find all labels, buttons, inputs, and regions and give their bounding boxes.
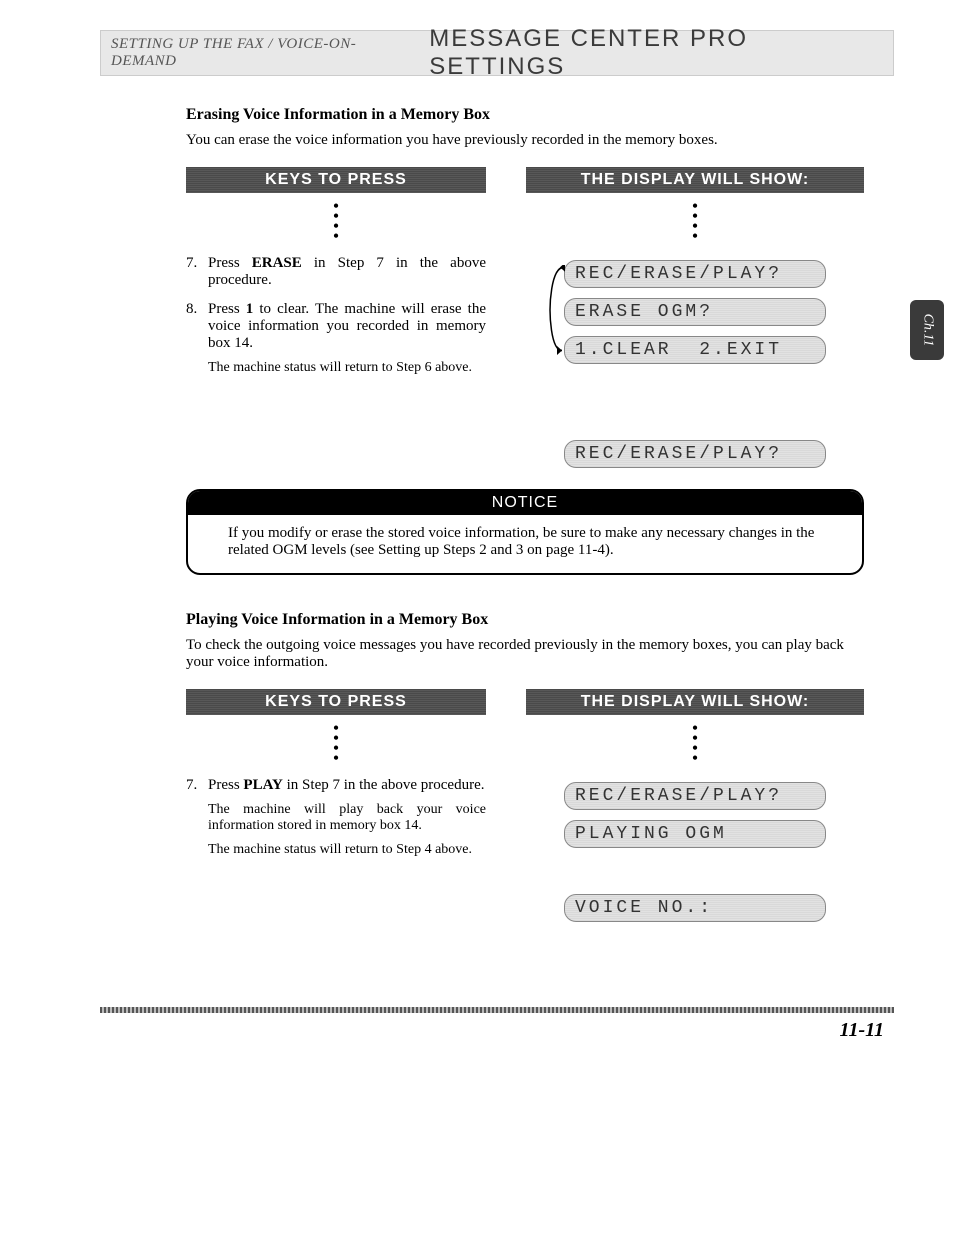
lcd-display: PLAYING OGM — [564, 820, 826, 848]
keys-header: KEYS TO PRESS — [186, 167, 486, 193]
play-step-7-sub1: The machine will play back your voice in… — [208, 802, 486, 834]
lcd-display: ERASE OGM? — [564, 298, 826, 326]
banner-subtitle: SETTING UP THE FAX / VOICE-ON-DEMAND — [111, 36, 415, 70]
cycle-arrow-icon — [546, 265, 568, 355]
ellipsis-icon: •••• — [526, 201, 864, 241]
chapter-banner: SETTING UP THE FAX / VOICE-ON-DEMAND MES… — [100, 30, 894, 76]
play-intro: To check the outgoing voice messages you… — [186, 637, 864, 671]
erase-step-8: 8. Press 1 to clear. The machine will er… — [186, 301, 486, 376]
banner-title: MESSAGE CENTER PRO SETTINGS — [429, 25, 883, 81]
lcd-display: REC/ERASE/PLAY? — [564, 782, 826, 810]
keys-header: KEYS TO PRESS — [186, 689, 486, 715]
ellipsis-icon: •••• — [186, 723, 486, 763]
chapter-tab-label: Ch.11 — [919, 314, 935, 347]
erase-step-8-sub: The machine status will return to Step 6… — [208, 360, 486, 376]
erase-key: ERASE — [252, 255, 302, 271]
display-header: THE DISPLAY WILL SHOW: — [526, 689, 864, 715]
play-step-7-sub2: The machine status will return to Step 4… — [208, 842, 486, 858]
page-number: 11-11 — [100, 1019, 894, 1042]
erase-title: Erasing Voice Information in a Memory Bo… — [186, 106, 864, 124]
notice-header: NOTICE — [188, 491, 862, 515]
lcd-display: VOICE NO.: — [564, 894, 826, 922]
step-number: 7. — [186, 255, 208, 289]
play-key: PLAY — [243, 777, 282, 793]
lcd-display: REC/ERASE/PLAY? — [564, 440, 826, 468]
footer-rule — [100, 1007, 894, 1013]
play-title: Playing Voice Information in a Memory Bo… — [186, 611, 864, 629]
ellipsis-icon: •••• — [526, 723, 864, 763]
play-step-7: 7. Press PLAY in Step 7 in the above pro… — [186, 777, 486, 858]
erase-step-7: 7. Press ERASE in Step 7 in the above pr… — [186, 255, 486, 289]
step-number: 8. — [186, 301, 208, 376]
erase-intro: You can erase the voice information you … — [186, 132, 864, 149]
lcd-display: REC/ERASE/PLAY? — [564, 260, 826, 288]
chapter-tab: Ch.11 — [910, 300, 944, 360]
step-number: 7. — [186, 777, 208, 858]
notice-body: If you modify or erase the stored voice … — [188, 515, 862, 573]
notice-box: NOTICE If you modify or erase the stored… — [186, 489, 864, 575]
lcd-display: 1.CLEAR 2.EXIT — [564, 336, 826, 364]
display-header: THE DISPLAY WILL SHOW: — [526, 167, 864, 193]
ellipsis-icon: •••• — [186, 201, 486, 241]
